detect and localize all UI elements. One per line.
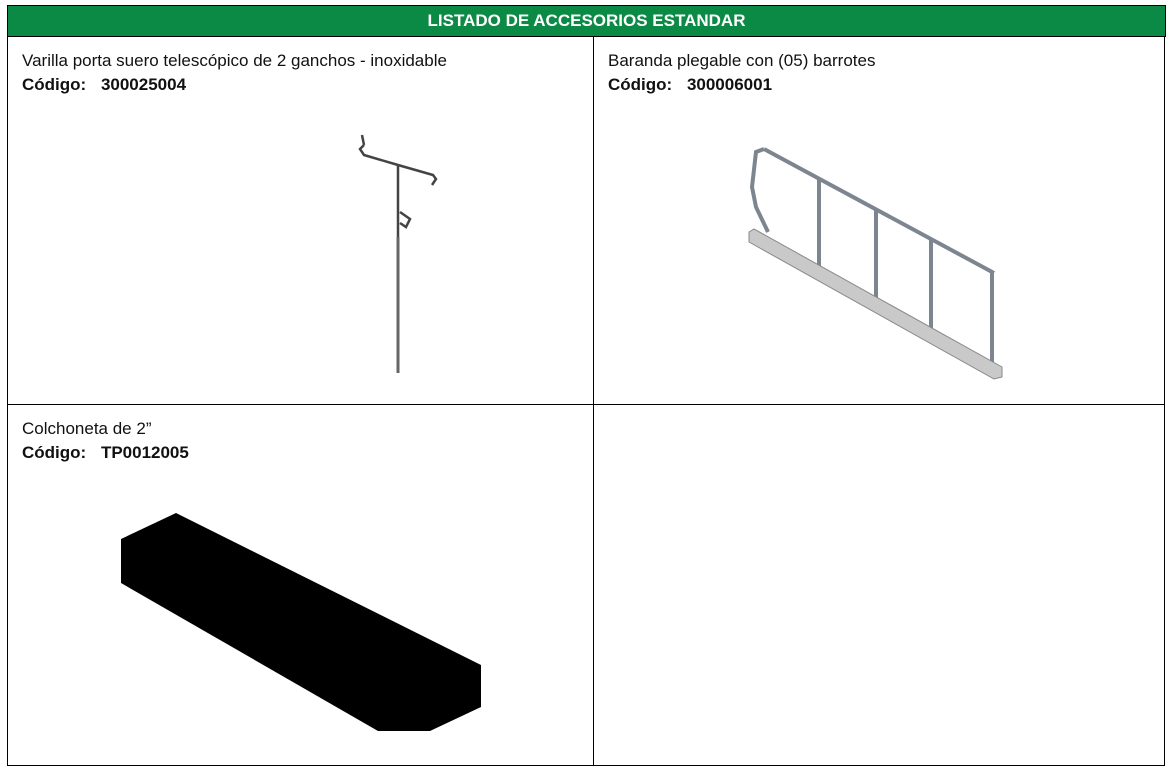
code-value: TP0012005 <box>100 443 189 462</box>
mattress-image <box>121 513 481 731</box>
item-code: Código: 300006001 <box>608 73 875 97</box>
item-code: Código: TP0012005 <box>22 441 189 465</box>
item-description: Varilla porta suero telescópico de 2 gan… <box>22 49 447 97</box>
item-text: Varilla porta suero telescópico de 2 gan… <box>22 51 447 70</box>
item-text: Colchoneta de 2” <box>22 419 152 438</box>
code-label: Código: <box>22 443 87 462</box>
table-cell: Colchoneta de 2” Código: TP0012005 <box>7 404 594 766</box>
table-cell: Baranda plegable con (05) barrotes Códig… <box>593 36 1165 405</box>
code-label: Código: <box>608 75 673 94</box>
code-value: 300006001 <box>686 75 773 94</box>
table-cell <box>593 404 1165 766</box>
item-code: Código: 300025004 <box>22 73 447 97</box>
item-text: Baranda plegable con (05) barrotes <box>608 51 876 70</box>
code-value: 300025004 <box>100 75 187 94</box>
iv-pole-image <box>358 134 438 373</box>
item-description: Baranda plegable con (05) barrotes Códig… <box>608 49 875 97</box>
table-cell: Varilla porta suero telescópico de 2 gan… <box>7 36 594 405</box>
code-label: Código: <box>22 75 87 94</box>
item-description: Colchoneta de 2” Código: TP0012005 <box>22 417 189 465</box>
table-title: LISTADO DE ACCESORIOS ESTANDAR <box>7 5 1166 37</box>
side-rail-image <box>748 147 1003 380</box>
